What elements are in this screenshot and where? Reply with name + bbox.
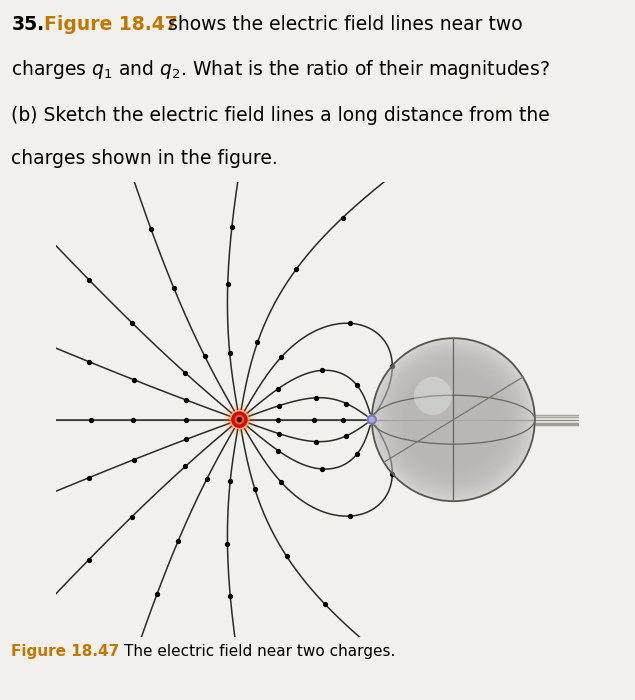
Text: Figure 18.47: Figure 18.47 [44,15,178,34]
Circle shape [368,415,377,424]
Text: charges $q_1$ and $q_2$. What is the ratio of their magnitudes?: charges $q_1$ and $q_2$. What is the rat… [11,58,551,81]
Text: charges shown in the figure.: charges shown in the figure. [11,149,278,168]
Circle shape [232,412,247,427]
Circle shape [224,405,255,435]
Text: The electric field near two charges.: The electric field near two charges. [124,644,395,659]
Circle shape [237,418,241,421]
Circle shape [370,417,374,422]
Circle shape [414,377,452,415]
Text: (b) Sketch the electric field lines a long distance from the: (b) Sketch the electric field lines a lo… [11,106,550,125]
Text: 35.: 35. [11,15,44,34]
Circle shape [372,338,535,501]
Circle shape [236,416,243,423]
Circle shape [231,412,248,428]
Circle shape [372,338,535,501]
Text: Figure 18.47: Figure 18.47 [11,644,119,659]
Circle shape [229,409,250,430]
Text: shows the electric field lines near two: shows the electric field lines near two [168,15,523,34]
